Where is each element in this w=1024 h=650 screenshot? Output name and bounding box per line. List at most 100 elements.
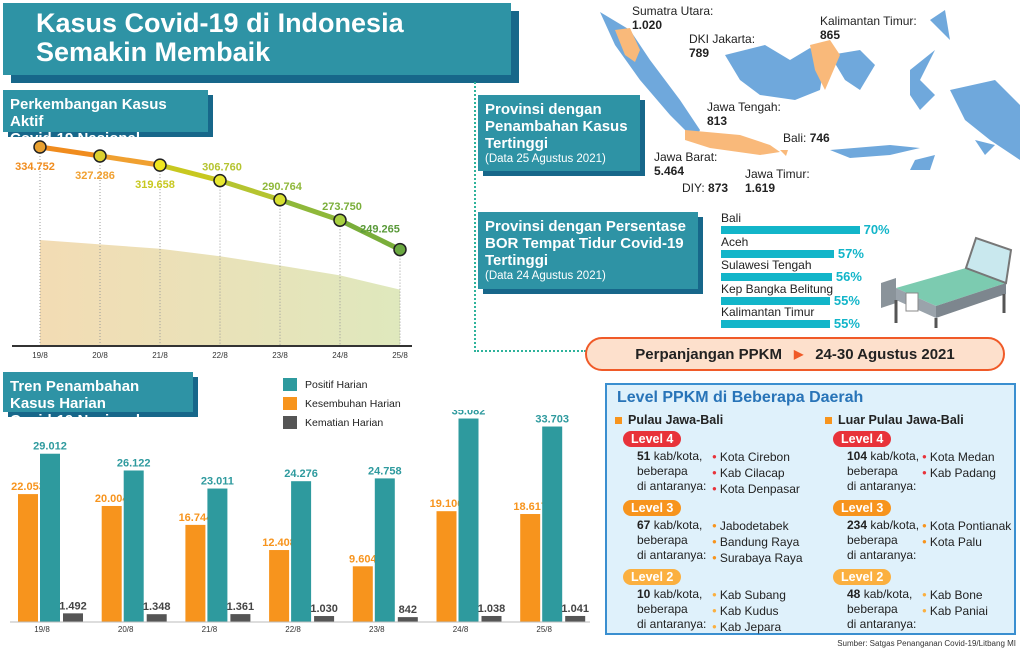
place-item: Kota Denpasar [712,481,800,497]
data-label: 327.286 [75,170,115,182]
bor-percent-label: 57% [837,245,864,261]
bar-value-label: 24.276 [284,468,318,480]
group-name: Luar Pulau Jawa-Bali [838,413,964,427]
level-description: 104 kab/kota, beberapa di antaranya: [847,449,922,496]
map-province-label: Jawa Timur: 1.619 [745,167,810,195]
province-value: 1.020 [632,18,663,32]
bor-bar [721,273,832,281]
data-point [333,213,347,227]
legend-item: Kesembuhan Harian [283,394,401,413]
header-line: Provinsi dengan Persentase [485,218,686,235]
province-name: Bali: [783,131,807,145]
bor-province-label: Kalimantan Timur [721,305,815,319]
data-point [273,193,287,207]
level-count: 234 [847,518,868,532]
data-label: 249.265 [360,224,400,236]
group-header: Luar Pulau Jawa-Bali [825,413,1017,427]
province-name: Jawa Tengah: [707,100,781,114]
level-group: Pulau Jawa-Bali Level 4 51 kab/kota, beber… [607,413,807,634]
place-item: Kab Padang [922,465,996,481]
level-badge: Level 4 [623,431,682,447]
bar-value-label: 26.122 [117,457,151,469]
line-segment [159,162,221,184]
map-province-label: Jawa Tengah: 813 [707,100,781,128]
line-segment [219,178,281,203]
ppkm-dates: 24-30 Agustus 2021 [815,345,955,363]
map-highlight [615,28,840,156]
level-description: 48 kab/kota, beberapa di antaranya: [847,587,922,634]
level-unit: kab/kota, [867,518,920,532]
bar-value-label: 20.004 [95,493,130,505]
title-banner: Kasus Covid-19 di Indonesia Semakin Memba… [3,3,511,75]
x-tick-label: 22/8 [285,625,301,634]
x-tick-label: 24/8 [453,625,469,634]
x-tick-label: 20/8 [118,625,134,634]
data-label: 319.658 [135,179,175,191]
bar-value-label: 1.348 [143,601,171,613]
bar-value-label: 18.617 [513,501,547,513]
level-badge: Level 3 [623,500,682,516]
level-desc: beberapa [847,464,898,478]
data-point [93,149,107,163]
x-tick-label: 20/8 [92,351,108,360]
province-name: Sumatra Utara: [632,4,714,18]
province-value: 873 [708,181,729,195]
legend-item: Positif Harian [283,375,401,394]
bar-positif-harian [207,488,228,622]
line-segment [39,144,101,159]
level-description: 10 kab/kota, beberapa di antaranya: [637,587,712,634]
bar-value-label: 19.106 [430,498,464,510]
bar-value-label: 1.038 [478,603,506,615]
header-line: BOR Tempat Tidur Covid-19 [485,235,684,252]
active-cases-line-chart: 334.752 19/8 327.286 20/8 319.658 21/8 306.760… [12,140,412,360]
bar-value-label: 24.758 [368,465,402,477]
level-desc: di antaranya: [847,617,917,631]
bar-value-label: 16.744 [179,512,214,524]
header-line: Perkembangan Kasus Aktif [10,96,167,130]
province-value: 5.464 [654,164,685,178]
bar-kesembuhan-harian [436,511,457,622]
bor-bar [721,320,830,328]
bar-value-label: 9.604 [349,553,377,565]
level-desc: beberapa [637,602,688,616]
bar-kesembuhan-harian [269,550,290,622]
map-province-label: Kalimantan Timur: 865 [820,14,917,42]
level-desc: di antaranya: [637,548,707,562]
level-badge: Level 4 [833,431,892,447]
place-item: Kota Cirebon [712,449,800,465]
bor-percent-label: 55% [833,292,860,308]
ppkm-label: Perpanjangan PPKM [635,345,782,363]
level-badge: Level 2 [623,569,682,585]
province-value: 813 [707,114,728,128]
bar-positif-harian [542,426,563,622]
bor-bar [721,226,860,234]
level-desc: beberapa [637,533,688,547]
bar-value-label: 33.703 [535,414,569,426]
data-label: 290.764 [262,181,303,193]
place-item: Kota Pontianak [922,518,1011,534]
level-desc: di antaranya: [847,548,917,562]
bor-province-label: Sulawesi Tengah [721,258,812,272]
x-tick-label: 25/8 [536,625,552,634]
map-province-label: Jawa Barat: 5.464 [654,150,717,178]
line-segment [99,153,161,168]
place-list: Kota PontianakKota Palu [922,518,1011,565]
place-item: Kota Palu [922,534,1011,550]
indonesia-map [600,10,1020,170]
daily-cases-header: Tren Penambahan Kasus Harian Covid-19 Nas… [3,372,193,429]
area-fill [40,240,400,346]
legend-label: Kematian Harian [305,416,384,429]
place-list: Kota MedanKab Padang [922,449,996,496]
x-tick-label: 21/8 [152,351,168,360]
level-group: Luar Pulau Jawa-Bali Level 4 104 kab/kota… [817,413,1017,634]
line-segment [279,197,341,223]
map-province-label: Bali: 746 [783,131,830,145]
province-name: Jawa Timur: [745,167,810,181]
data-label: 273.750 [322,201,362,213]
province-value: 746 [809,131,830,145]
bor-bar [721,296,830,305]
place-item: Kab Cilacap [712,465,800,481]
